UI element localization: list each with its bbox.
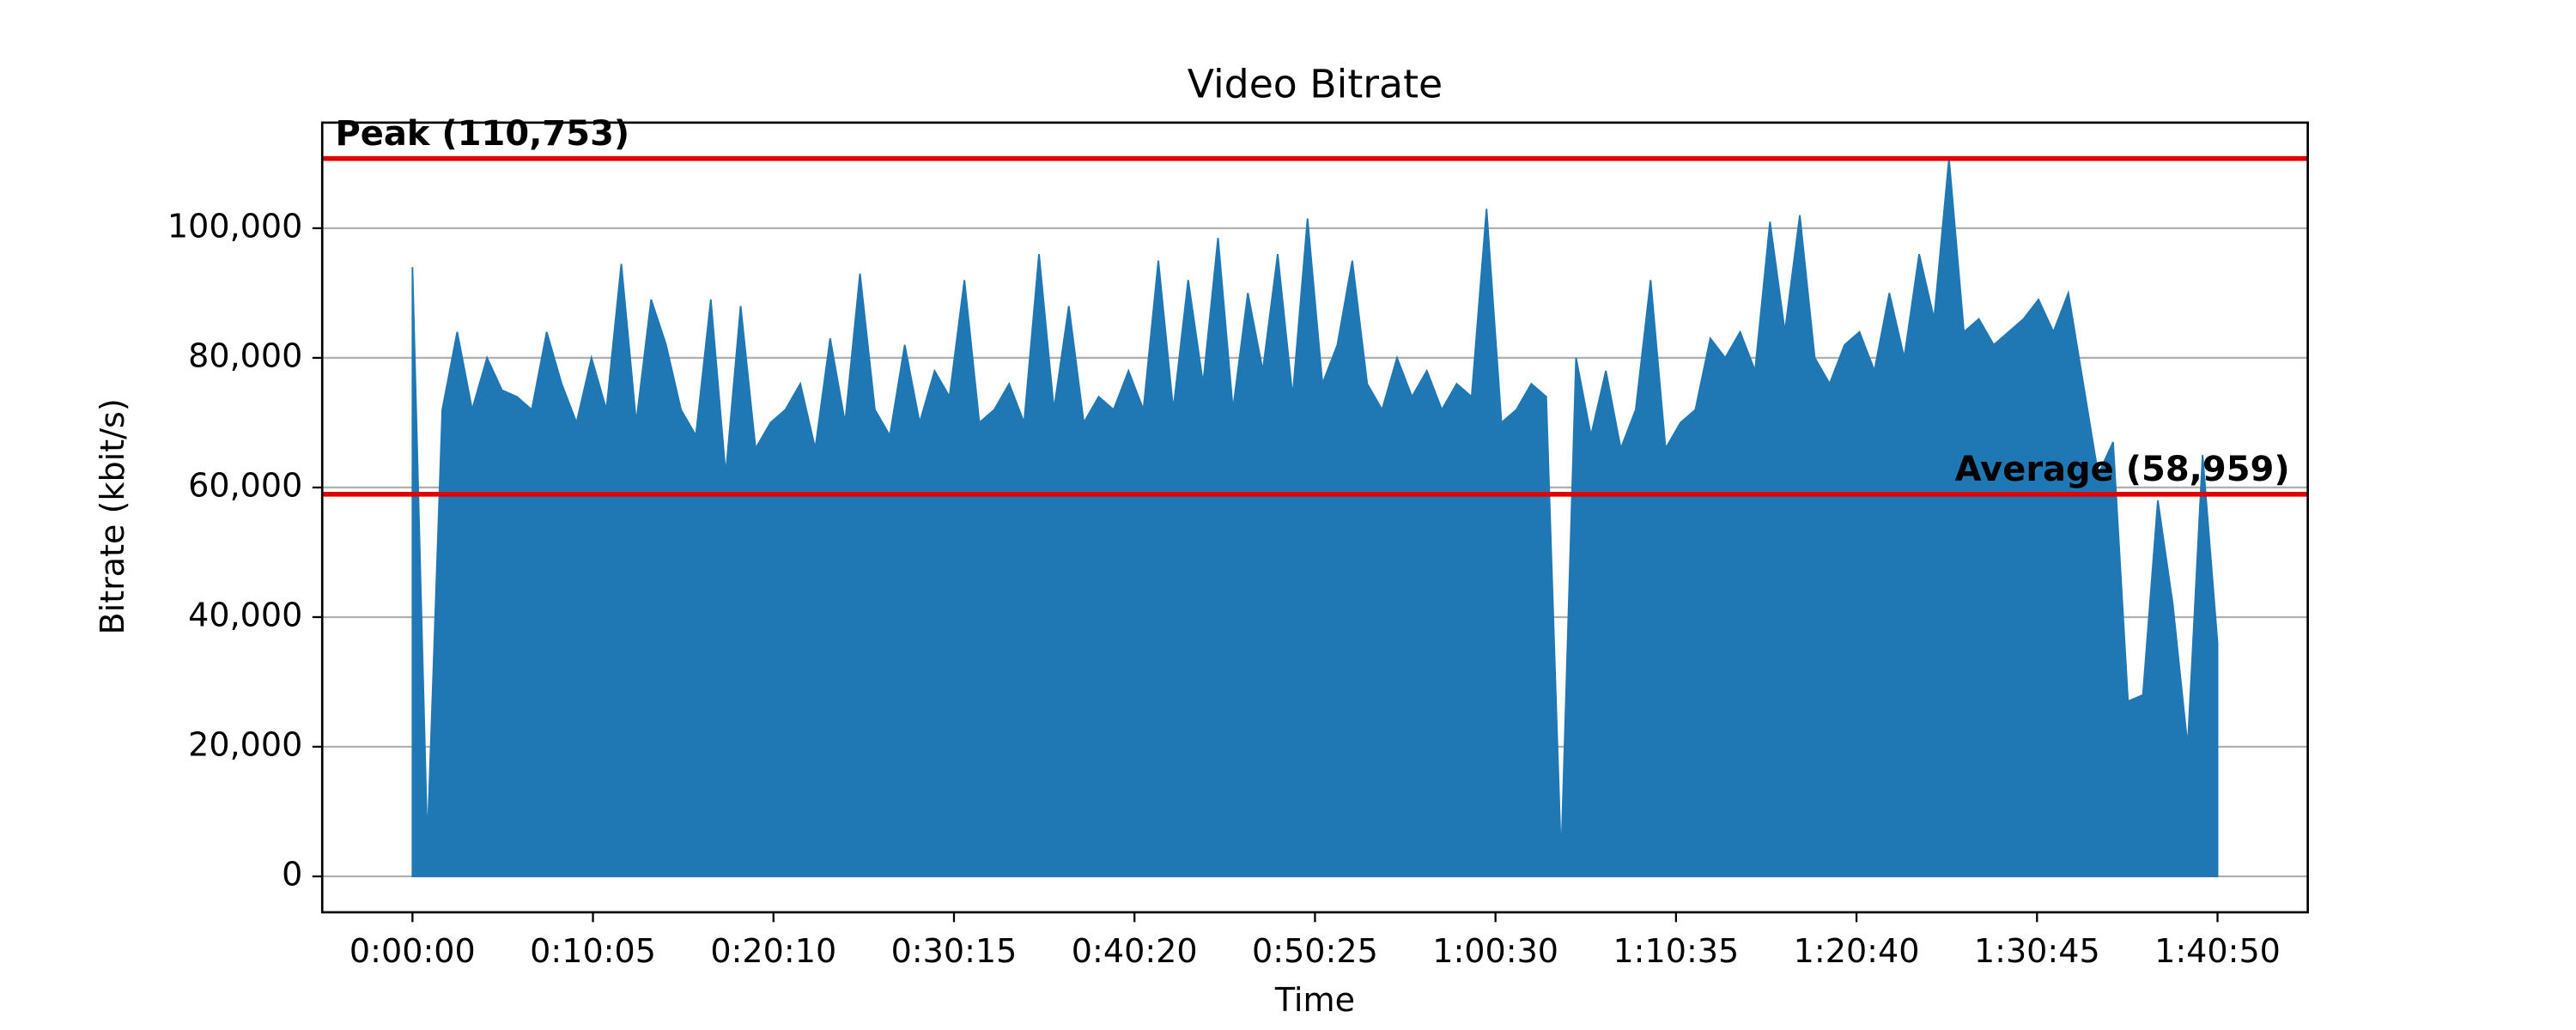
x-tick-label: 0:30:15	[891, 932, 1018, 970]
y-axis-label: Bitrate (kbit/s)	[94, 398, 131, 634]
y-tick-label: 40,000	[188, 596, 302, 633]
bitrate-area	[411, 158, 2219, 877]
chart-title: Video Bitrate	[1188, 61, 1443, 106]
x-axis-label: Time	[1274, 981, 1355, 1019]
x-tick-label: 0:40:20	[1072, 932, 1198, 970]
y-tick-label: 60,000	[188, 466, 302, 504]
x-tick-label: 1:10:35	[1613, 932, 1739, 970]
y-tick-label: 20,000	[188, 726, 302, 764]
reference-label: Average (58,959)	[1955, 450, 2290, 489]
plot-frame	[320, 121, 2309, 914]
x-tick-label: 1:00:30	[1432, 932, 1558, 970]
reference-label: Peak (110,753)	[335, 114, 629, 154]
x-tick-label: 1:40:50	[2154, 932, 2281, 970]
y-tick-label: 0	[282, 856, 302, 894]
x-tick-label: 0:20:10	[710, 932, 836, 970]
y-tick-label: 100,000	[167, 207, 302, 245]
x-tick-label: 1:20:40	[1794, 932, 1920, 970]
y-tick-label: 80,000	[188, 336, 302, 374]
x-tick-label: 0:00:00	[349, 932, 476, 970]
x-tick-label: 1:30:45	[1974, 932, 2100, 970]
x-tick-label: 0:10:05	[530, 932, 656, 970]
x-tick-label: 0:50:25	[1252, 932, 1378, 970]
